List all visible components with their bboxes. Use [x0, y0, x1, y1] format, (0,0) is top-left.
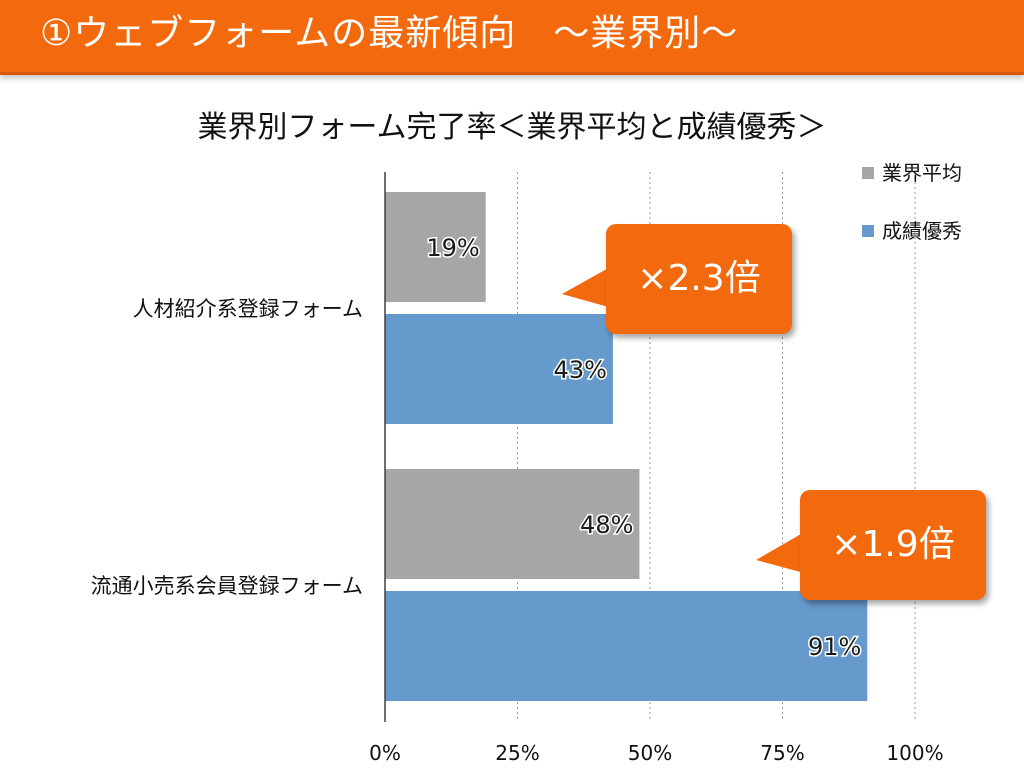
- legend-swatch-average: [862, 167, 874, 179]
- legend-swatch-top: [862, 225, 874, 237]
- data-label-average-1: 48%: [580, 511, 633, 539]
- slide-title: ①ウェブフォームの最新傾向 〜業界別〜: [40, 13, 739, 54]
- category-label-1: 流通小売系会員登録フォーム: [91, 574, 363, 598]
- x-tick-label-25: 25%: [495, 741, 539, 765]
- chart-title: 業界別フォーム完了率＜業界平均と成績優秀＞: [197, 110, 827, 145]
- bar-top-0: [385, 314, 613, 424]
- callout-ratio-1: ×2.3倍: [606, 224, 792, 334]
- callout-tail-1: [562, 266, 612, 308]
- slide-header: ①ウェブフォームの最新傾向 〜業界別〜: [0, 0, 1024, 75]
- callout-ratio-2: ×1.9倍: [800, 490, 986, 600]
- legend-label-average: 業界平均: [882, 161, 962, 185]
- category-label-0: 人材紹介系登録フォーム: [133, 297, 363, 321]
- callout-tail-2: [756, 530, 808, 574]
- bar-average-0: [385, 192, 486, 302]
- callout-ratio-2-text: ×1.9倍: [831, 524, 955, 565]
- bar-top-1: [385, 591, 868, 701]
- data-label-top-0: 43%: [554, 356, 607, 384]
- data-label-top-1: 91%: [808, 633, 861, 661]
- data-label-average-0: 19%: [426, 234, 479, 262]
- legend-label-top: 成績優秀: [882, 219, 962, 243]
- x-tick-label-100: 100%: [886, 741, 943, 765]
- callout-ratio-1-text: ×2.3倍: [637, 258, 761, 299]
- x-tick-label-50: 50%: [628, 741, 672, 765]
- x-tick-label-0: 0%: [369, 741, 401, 765]
- x-tick-label-75: 75%: [760, 741, 804, 765]
- bar-average-1: [385, 469, 640, 579]
